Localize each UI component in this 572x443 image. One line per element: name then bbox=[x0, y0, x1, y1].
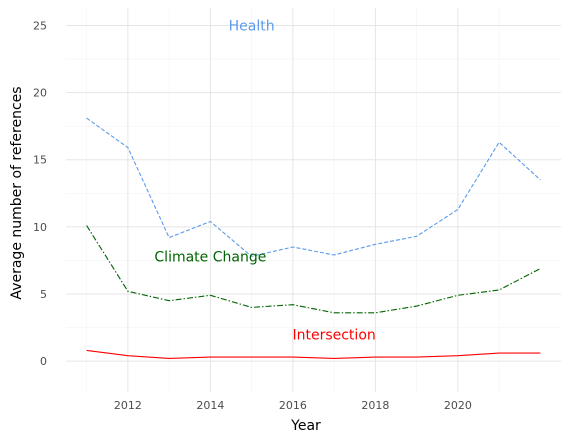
y-tick-label: 15 bbox=[33, 154, 47, 167]
series-line-health bbox=[87, 118, 541, 256]
x-tick-label: 2020 bbox=[444, 399, 472, 412]
x-tick-label: 2016 bbox=[279, 399, 307, 412]
series-label-health: Health bbox=[229, 18, 275, 34]
x-tick-label: 2018 bbox=[361, 399, 389, 412]
series-label-climate-change: Climate Change bbox=[154, 249, 266, 265]
y-tick-label: 10 bbox=[33, 221, 47, 234]
x-tick-label: 2012 bbox=[114, 399, 142, 412]
y-tick-label: 5 bbox=[40, 288, 47, 301]
y-tick-label: 25 bbox=[33, 19, 47, 32]
series-line-intersection bbox=[87, 350, 541, 358]
y-axis-title: Average number of references bbox=[9, 86, 25, 299]
y-tick-label: 20 bbox=[33, 87, 47, 100]
x-axis-ticks: 2012 2014 2016 2018 2020 bbox=[114, 399, 472, 412]
y-tick-label: 0 bbox=[40, 355, 47, 368]
x-axis-title: Year bbox=[290, 418, 321, 434]
series-lines bbox=[87, 118, 541, 358]
series-labels: Health Climate Change Intersection bbox=[154, 18, 375, 343]
y-axis-ticks: 0 5 10 15 20 25 bbox=[33, 19, 47, 368]
x-tick-label: 2014 bbox=[196, 399, 224, 412]
series-label-intersection: Intersection bbox=[292, 327, 375, 343]
series-line-climate-change bbox=[87, 226, 541, 313]
